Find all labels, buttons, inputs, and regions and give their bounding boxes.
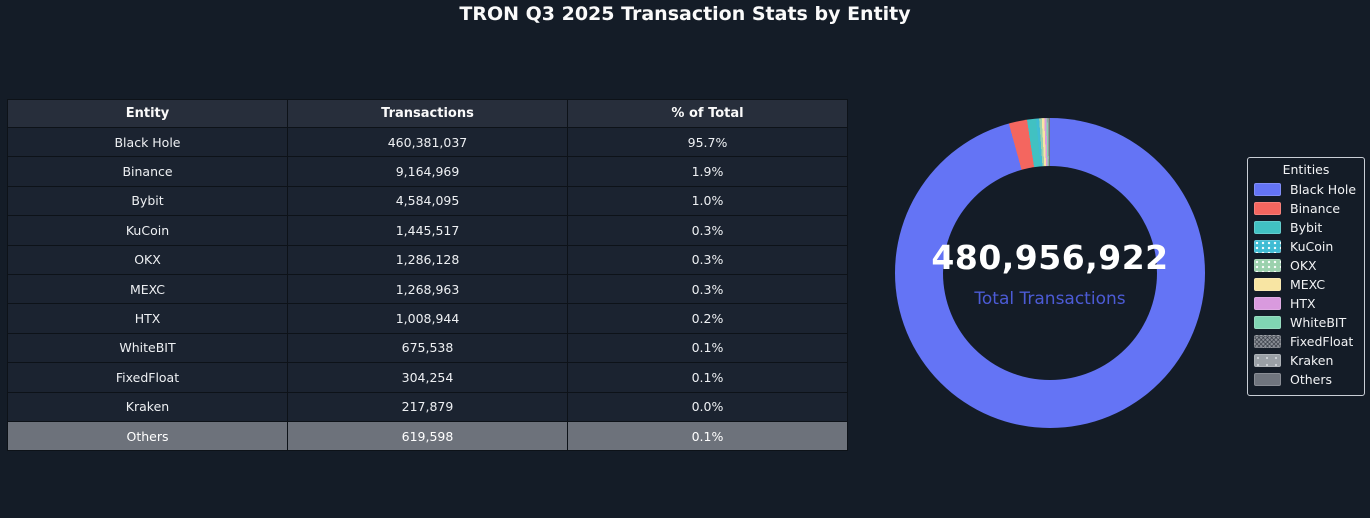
table-row: Bybit 4,584,095 1.0% xyxy=(7,185,848,217)
legend: Entities Black Hole Binance Bybit KuCoin OKX… xyxy=(1247,157,1365,396)
cell-entity: Binance xyxy=(7,156,288,187)
cell-transactions: 619,598 xyxy=(287,420,568,452)
cell-transactions: 1,268,963 xyxy=(287,273,568,305)
legend-label: FixedFloat xyxy=(1290,334,1354,349)
cell-entity: KuCoin xyxy=(7,215,288,246)
table-row: Black Hole 460,381,037 95.7% xyxy=(7,126,848,158)
legend-label: OKX xyxy=(1290,258,1317,273)
legend-item: WhiteBIT xyxy=(1254,313,1358,332)
column-header-entity: Entity xyxy=(7,99,288,128)
cell-pct: 0.1% xyxy=(567,420,848,452)
table-row: WhiteBIT 675,538 0.1% xyxy=(7,332,848,364)
cell-transactions: 1,445,517 xyxy=(287,215,568,246)
legend-swatch-icon xyxy=(1254,259,1281,272)
table-row: HTX 1,008,944 0.2% xyxy=(7,303,848,334)
column-header-pct: % of Total xyxy=(567,99,848,128)
cell-entity: OKX xyxy=(7,244,288,275)
legend-swatch-icon xyxy=(1254,183,1281,196)
legend-item: OKX xyxy=(1254,256,1358,275)
cell-transactions: 217,879 xyxy=(287,391,568,422)
cell-transactions: 9,164,969 xyxy=(287,156,568,187)
table-row: Others 619,598 0.1% xyxy=(7,420,848,452)
legend-item: Binance xyxy=(1254,199,1358,218)
cell-pct: 0.3% xyxy=(567,215,848,246)
legend-item: MEXC xyxy=(1254,275,1358,294)
cell-pct: 0.1% xyxy=(567,332,848,364)
table-row: OKX 1,286,128 0.3% xyxy=(7,244,848,275)
legend-label: Binance xyxy=(1290,201,1341,216)
legend-swatch-icon xyxy=(1254,278,1281,291)
legend-swatch-icon xyxy=(1254,221,1281,234)
legend-item: HTX xyxy=(1254,294,1358,313)
cell-transactions: 1,286,128 xyxy=(287,244,568,275)
cell-pct: 1.0% xyxy=(567,185,848,217)
legend-swatch-icon xyxy=(1254,335,1281,348)
cell-pct: 0.0% xyxy=(567,391,848,422)
legend-item: Others xyxy=(1254,370,1358,389)
cell-pct: 0.1% xyxy=(567,362,848,393)
cell-entity: HTX xyxy=(7,303,288,334)
legend-swatch-icon xyxy=(1254,202,1281,215)
cell-entity: Black Hole xyxy=(7,126,288,158)
cell-transactions: 4,584,095 xyxy=(287,185,568,217)
cell-pct: 0.3% xyxy=(567,273,848,305)
donut-chart: 480,956,922 Total Transactions xyxy=(895,118,1205,428)
table-row: Kraken 217,879 0.0% xyxy=(7,391,848,422)
legend-swatch-icon xyxy=(1254,373,1281,386)
cell-transactions: 460,381,037 xyxy=(287,126,568,158)
legend-label: HTX xyxy=(1290,296,1316,311)
table-body: Black Hole 460,381,037 95.7% Binance 9,164,9… xyxy=(7,126,848,452)
table-row: FixedFloat 304,254 0.1% xyxy=(7,362,848,393)
cell-pct: 1.9% xyxy=(567,156,848,187)
legend-item: Bybit xyxy=(1254,218,1358,237)
cell-transactions: 675,538 xyxy=(287,332,568,364)
table-row: MEXC 1,268,963 0.3% xyxy=(7,273,848,305)
column-header-transactions: Transactions xyxy=(287,99,568,128)
legend-label: Others xyxy=(1290,372,1333,387)
cell-entity: Kraken xyxy=(7,391,288,422)
legend-item: KuCoin xyxy=(1254,237,1358,256)
legend-label: Bybit xyxy=(1290,220,1323,235)
legend-items: Black Hole Binance Bybit KuCoin OKX MEXC HTX Wh… xyxy=(1254,180,1358,389)
legend-swatch-icon xyxy=(1254,354,1281,367)
page-title: TRON Q3 2025 Transaction Stats by Entity xyxy=(459,3,911,25)
table-header: Entity Transactions % of Total xyxy=(7,99,848,128)
cell-transactions: 304,254 xyxy=(287,362,568,393)
table-row: KuCoin 1,445,517 0.3% xyxy=(7,215,848,246)
cell-entity: MEXC xyxy=(7,273,288,305)
cell-entity: FixedFloat xyxy=(7,362,288,393)
cell-entity: Others xyxy=(7,420,288,452)
legend-item: FixedFloat xyxy=(1254,332,1358,351)
legend-title: Entities xyxy=(1282,162,1330,177)
cell-pct: 0.2% xyxy=(567,303,848,334)
legend-swatch-icon xyxy=(1254,316,1281,329)
cell-entity: WhiteBIT xyxy=(7,332,288,364)
legend-label: Kraken xyxy=(1290,353,1334,368)
total-transactions-label: Total Transactions xyxy=(974,288,1126,309)
legend-label: Black Hole xyxy=(1290,182,1357,197)
cell-pct: 95.7% xyxy=(567,126,848,158)
table-row: Binance 9,164,969 1.9% xyxy=(7,156,848,187)
legend-swatch-icon xyxy=(1254,297,1281,310)
donut-center: 480,956,922 Total Transactions xyxy=(931,166,1168,380)
legend-swatch-icon xyxy=(1254,240,1281,253)
legend-item: Kraken xyxy=(1254,351,1358,370)
legend-label: WhiteBIT xyxy=(1290,315,1347,330)
cell-pct: 0.3% xyxy=(567,244,848,275)
stats-table: Entity Transactions % of Total Black Hol… xyxy=(7,99,848,452)
total-transactions-value: 480,956,922 xyxy=(931,237,1169,277)
legend-label: MEXC xyxy=(1290,277,1326,292)
legend-item: Black Hole xyxy=(1254,180,1358,199)
cell-transactions: 1,008,944 xyxy=(287,303,568,334)
legend-label: KuCoin xyxy=(1290,239,1334,254)
cell-entity: Bybit xyxy=(7,185,288,217)
